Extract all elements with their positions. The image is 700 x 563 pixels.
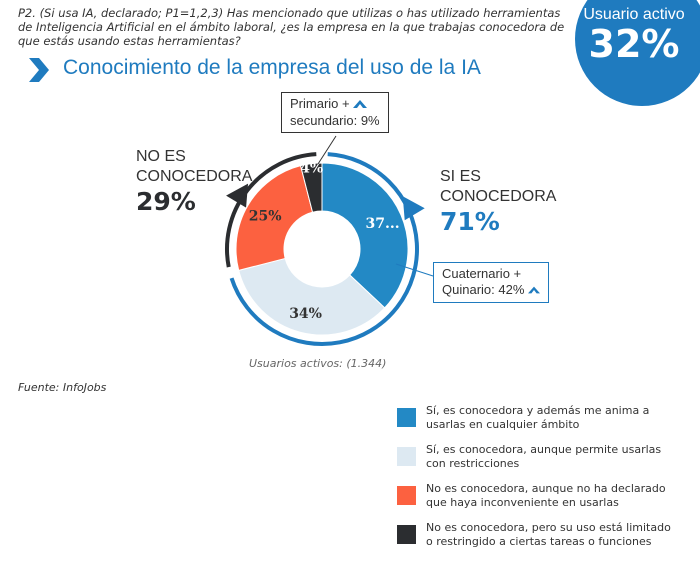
group-pointer: [402, 196, 425, 221]
chart-title: Conocimiento de la empresa del uso de la…: [63, 56, 481, 79]
legend-swatch: [397, 486, 416, 505]
slice-label: 37...: [366, 216, 400, 232]
callout-cuaternario-line2: Quinario: 42%: [442, 282, 525, 297]
legend-text-line2: o restringido a ciertas tareas o funcion…: [426, 535, 652, 548]
callout-primario-line2: secundario: 9%: [290, 112, 380, 128]
base-note: Usuarios activos: (1.344): [249, 357, 387, 370]
donut-slice: [300, 162, 323, 213]
legend-swatch: [397, 408, 416, 427]
group-si-line2: CONOCEDORA: [440, 188, 557, 205]
legend-text-line2: usarlas en cualquier ámbito: [426, 418, 580, 431]
group-no-line2: CONOCEDORA: [136, 168, 253, 185]
legend-item: Sí, es conocedora y además me anima a usa…: [397, 404, 697, 441]
legend-item: No es conocedora, aunque no ha declarado…: [397, 482, 697, 519]
legend-item: No es conocedora, pero su uso está limit…: [397, 521, 697, 558]
chevron-up-icon: [528, 283, 541, 299]
legend-text-line1: No es conocedora, pero su uso está limit…: [426, 521, 671, 534]
donut-slice: [235, 165, 314, 271]
legend-text-line1: No es conocedora, aunque no ha declarado: [426, 482, 666, 495]
callout-connector-cuaternario: [395, 263, 434, 277]
legend: Sí, es conocedora y además me anima a usa…: [397, 404, 697, 560]
question-text: P2. (Si usa IA, declarado; P1=1,2,3) Has…: [18, 6, 565, 48]
donut-slice: [321, 162, 409, 309]
callout-cuaternario-line1: Cuaternario +: [442, 266, 522, 281]
group-no-value: 29%: [136, 187, 196, 216]
legend-swatch: [397, 525, 416, 544]
callout-primario-line1: Primario +: [290, 96, 350, 111]
group-si-line1: SI ES: [440, 168, 481, 185]
source-note: Fuente: InfoJobs: [18, 381, 107, 394]
slice-label: 34%: [289, 306, 322, 322]
callout-primario: Primario + secundario: 9%: [281, 92, 389, 133]
badge-value: 32%: [588, 22, 680, 66]
legend-text-line1: Sí, es conocedora y además me anima a: [426, 404, 650, 417]
chevron-up-icon: [353, 97, 368, 113]
group-no-line1: NO ES: [136, 148, 186, 165]
callout-cuaternario: Cuaternario + Quinario: 42%: [433, 262, 550, 303]
legend-text-line1: Sí, es conocedora, aunque permite usarla…: [426, 443, 662, 456]
slice-label: 4%: [300, 161, 323, 177]
group-pointer: [226, 183, 249, 208]
group-label-si: SI ES CONOCEDORA 71%: [440, 167, 556, 237]
badge-label: Usuario activo: [583, 6, 685, 23]
donut-slice: [238, 257, 386, 336]
callout-connector-primario: [317, 135, 337, 165]
chevron-right-icon: [27, 58, 49, 86]
slice-label: 25%: [249, 208, 282, 224]
legend-text-line2: con restricciones: [426, 457, 520, 470]
legend-text-line2: que haya inconveniente en usarlas: [426, 496, 619, 509]
group-si-value: 71%: [440, 207, 500, 236]
active-user-badge: Usuario activo 32%: [575, 0, 700, 106]
legend-item: Sí, es conocedora, aunque permite usarla…: [397, 443, 697, 480]
legend-swatch: [397, 447, 416, 466]
group-arc: [229, 152, 419, 346]
group-label-no: NO ES CONOCEDORA 29%: [136, 147, 252, 217]
